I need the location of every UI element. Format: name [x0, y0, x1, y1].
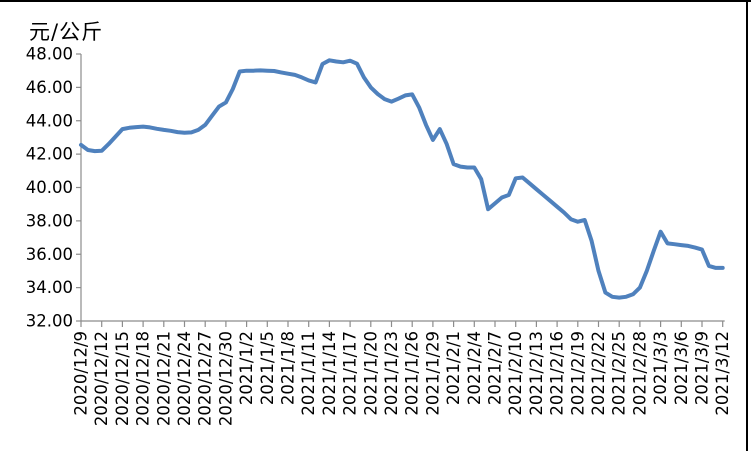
- x-tick-label: 2020/12/15: [113, 331, 132, 426]
- x-tick-label: 2021/2/28: [630, 331, 649, 416]
- x-tick-label: 2021/2/7: [486, 331, 505, 405]
- x-tick-label: 2021/1/8: [279, 331, 298, 405]
- right-border-line: [746, 0, 748, 451]
- y-tick-label: 38.00: [26, 211, 73, 230]
- x-tick-label: 2021/2/1: [444, 331, 463, 405]
- x-tick-label: 2021/1/23: [382, 331, 401, 416]
- x-tick-label: 2021/1/14: [320, 331, 339, 416]
- y-tick-label: 44.00: [26, 111, 73, 130]
- x-tick-label: 2021/1/20: [361, 331, 380, 416]
- x-tick-label: 2020/12/12: [92, 331, 111, 426]
- x-tick-label: 2021/1/5: [258, 331, 277, 405]
- y-tick-label: 48.00: [26, 45, 73, 64]
- top-border-line: [0, 0, 751, 2]
- x-tick-label: 2021/3/12: [713, 331, 732, 416]
- x-tick-label: 2021/1/26: [403, 331, 422, 416]
- y-tick-label: 40.00: [26, 178, 73, 197]
- x-tick-label: 2020/12/24: [175, 331, 194, 426]
- x-tick-label: 2021/1/29: [423, 331, 442, 416]
- x-tick-label: 2021/2/4: [465, 331, 484, 405]
- x-tick-label: 2021/3/3: [651, 331, 670, 405]
- price-line: [79, 58, 725, 300]
- x-tick-label: 2020/12/9: [72, 331, 91, 416]
- y-axis-unit-label: 元/公斤: [29, 20, 104, 44]
- x-tick-label: 2021/2/16: [548, 331, 567, 416]
- y-tick-label: 42.00: [26, 145, 73, 164]
- x-tick-label: 2020/12/21: [154, 331, 173, 426]
- x-tick-label: 2021/2/25: [610, 331, 629, 416]
- x-tick-label: 2021/3/9: [693, 331, 712, 405]
- x-tick-label: 2021/2/19: [568, 331, 587, 416]
- x-tick-label: 2020/12/27: [196, 331, 215, 426]
- y-tick-label: 34.00: [26, 278, 73, 297]
- y-tick-label: 36.00: [26, 245, 73, 264]
- x-tick-label: 2021/1/11: [299, 331, 318, 416]
- y-tick-label: 32.00: [26, 312, 73, 331]
- y-tick-label: 46.00: [26, 78, 73, 97]
- x-tick-label: 2021/3/6: [672, 331, 691, 405]
- x-tick-label: 2020/12/18: [134, 331, 153, 426]
- x-tick-label: 2021/2/10: [506, 331, 525, 416]
- x-tick-label: 2021/2/22: [589, 331, 608, 416]
- x-tick-label: 2021/1/17: [341, 331, 360, 416]
- x-tick-label: 2020/12/30: [216, 331, 235, 426]
- x-tick-label: 2021/1/2: [237, 331, 256, 405]
- x-tick-label: 2021/2/13: [527, 331, 546, 416]
